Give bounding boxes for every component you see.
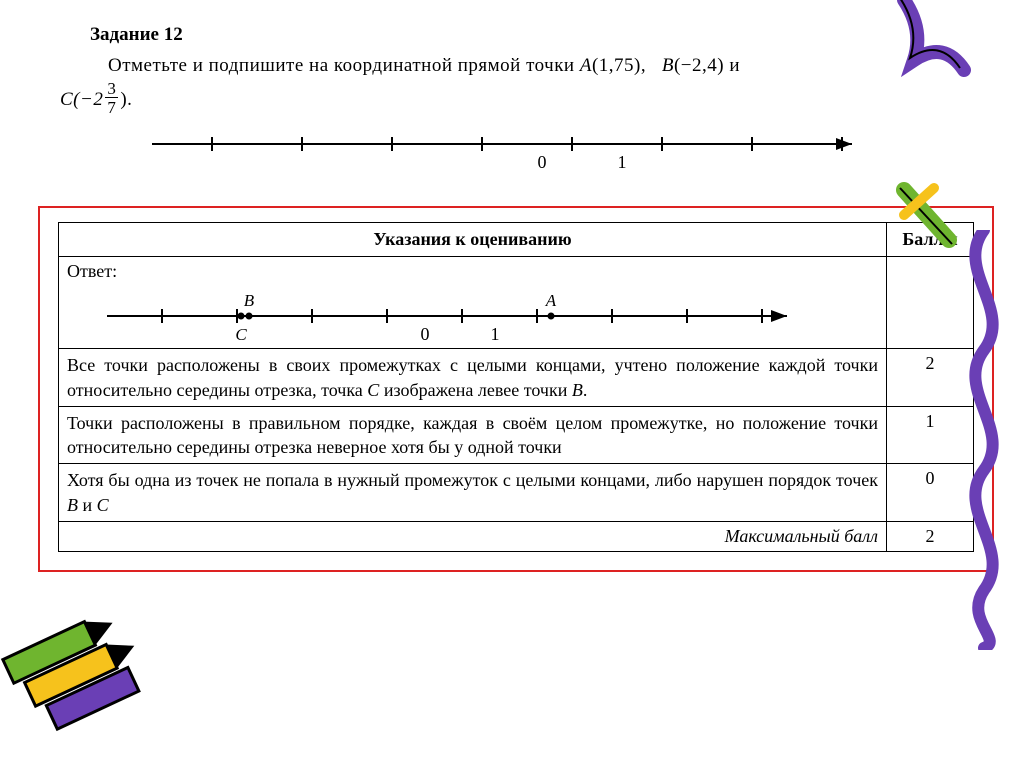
- svg-text:C: C: [235, 325, 247, 342]
- rubric-answer-row: Ответ: 0 1 BC A: [59, 257, 974, 349]
- decoration-top-right: [884, 0, 1004, 80]
- task-title: Задание 12: [90, 24, 964, 46]
- rubric-box: Указания к оцениванию Баллы Ответ: 0 1 BC A…: [38, 206, 994, 572]
- rubric-criterion: Все точки расположены в своих промежутка…: [59, 349, 887, 407]
- svg-text:0: 0: [421, 324, 430, 342]
- point-b-name: B: [662, 55, 674, 76]
- decoration-bottom-left: [0, 597, 170, 767]
- svg-text:1: 1: [491, 324, 500, 342]
- point-c-prefix: C(−2: [60, 89, 103, 110]
- table-row: Точки расположены в правильном порядке, …: [59, 406, 974, 464]
- point-b-val: (−2,4): [674, 55, 724, 76]
- number-line-answer: 0 1 BC A: [67, 282, 827, 342]
- rubric-answer-cell: Ответ: 0 1 BC A: [59, 257, 887, 349]
- rubric-criterion: Точки расположены в правильном порядке, …: [59, 406, 887, 464]
- svg-text:B: B: [244, 291, 255, 310]
- svg-text:1: 1: [618, 152, 627, 172]
- task-block: Задание 12 Отметьте и подпишите на коорд…: [0, 0, 1024, 182]
- rubric-max-row: Максимальный балл 2: [59, 522, 974, 552]
- rubric-criterion: Хотя бы одна из точек не попала в нужный…: [59, 464, 887, 522]
- decoration-mid-right: [894, 180, 964, 260]
- rubric-header-main: Указания к оцениванию: [59, 223, 887, 257]
- frac-num: 3: [105, 80, 118, 98]
- answer-label: Ответ:: [67, 261, 117, 281]
- rubric-max-label: Максимальный балл: [59, 522, 887, 552]
- task-text: Отметьте и подпишите на координатной пря…: [60, 50, 964, 118]
- conj: и: [729, 55, 740, 76]
- frac-den: 7: [105, 98, 118, 116]
- task-body-prefix: Отметьте и подпишите на координатной пря…: [108, 55, 580, 76]
- svg-text:A: A: [545, 291, 557, 310]
- point-a-name: A: [580, 55, 592, 76]
- rubric-header-row: Указания к оцениванию Баллы: [59, 223, 974, 257]
- svg-text:0: 0: [538, 152, 547, 172]
- table-row: Все точки расположены в своих промежутка…: [59, 349, 974, 407]
- point-a-val: (1,75): [592, 55, 641, 76]
- number-line-1: 01: [122, 122, 902, 182]
- point-c-suffix: ).: [120, 89, 132, 110]
- fraction: 37: [105, 80, 118, 116]
- rubric-table: Указания к оцениванию Баллы Ответ: 0 1 BC A…: [58, 222, 974, 552]
- table-row: Хотя бы одна из точек не попала в нужный…: [59, 464, 974, 522]
- decoration-right-squiggle: [954, 230, 1014, 650]
